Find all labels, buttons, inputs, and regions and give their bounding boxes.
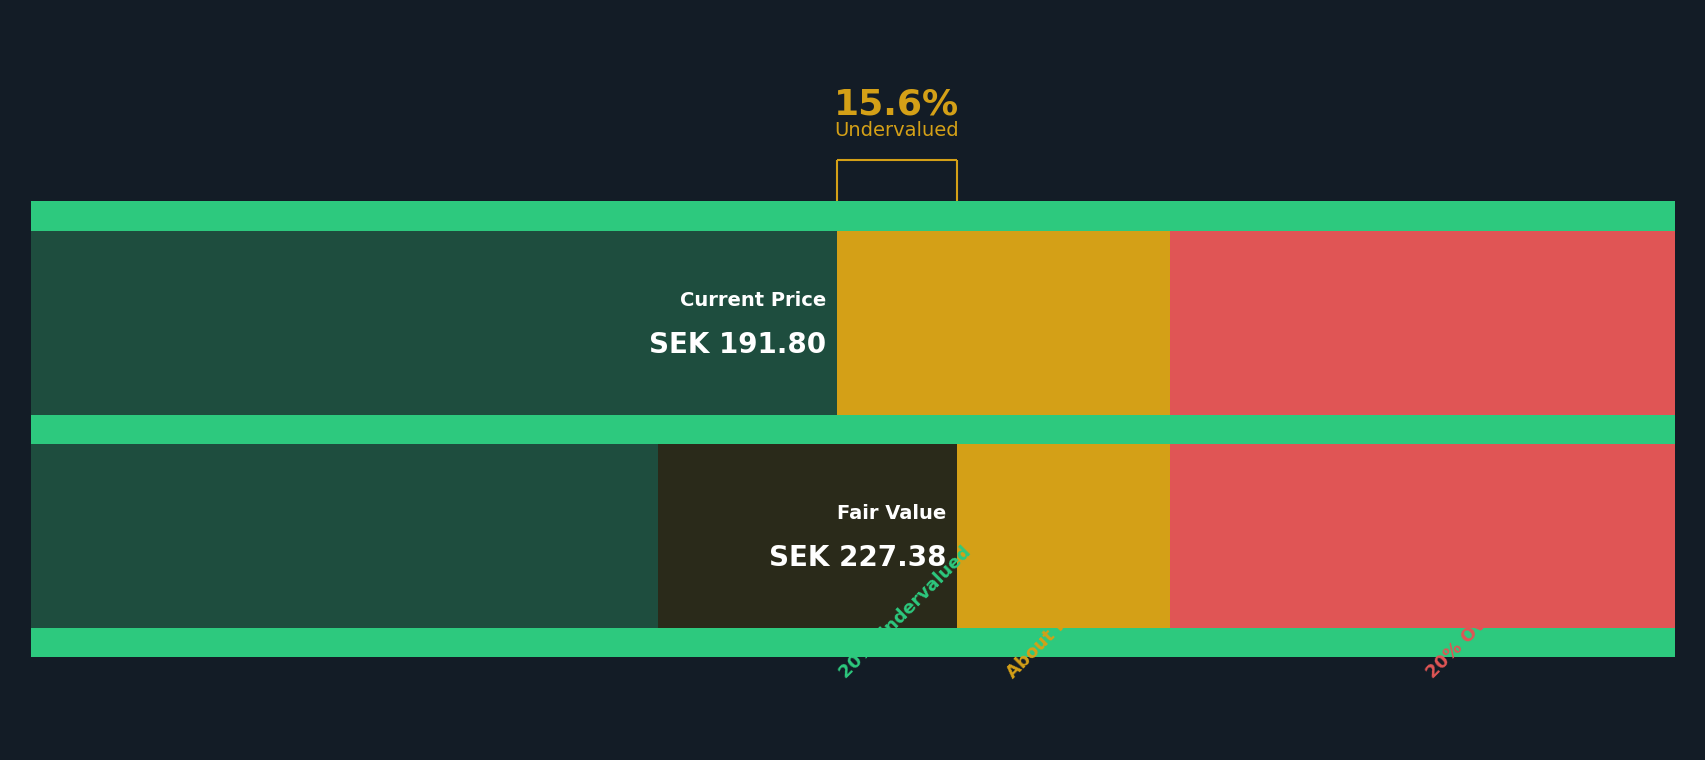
Text: Fair Value: Fair Value <box>837 505 946 524</box>
Text: SEK 191.80: SEK 191.80 <box>650 331 825 359</box>
Bar <box>31 628 1674 657</box>
Text: About Right: About Right <box>1003 584 1101 682</box>
Bar <box>31 415 1674 444</box>
Bar <box>1170 201 1674 657</box>
Text: Current Price: Current Price <box>680 291 825 310</box>
Bar <box>658 444 957 628</box>
Bar <box>31 444 957 628</box>
Text: 20% Undervalued: 20% Undervalued <box>835 543 975 682</box>
Text: SEK 227.38: SEK 227.38 <box>769 544 946 572</box>
Text: 20% Overvalued: 20% Overvalued <box>1422 552 1552 682</box>
Bar <box>835 201 1170 657</box>
Text: 15.6%: 15.6% <box>834 87 958 121</box>
Bar <box>31 201 1674 231</box>
Bar <box>31 201 835 657</box>
Bar <box>554 231 835 415</box>
Text: Undervalued: Undervalued <box>834 121 958 140</box>
Bar <box>31 231 835 415</box>
